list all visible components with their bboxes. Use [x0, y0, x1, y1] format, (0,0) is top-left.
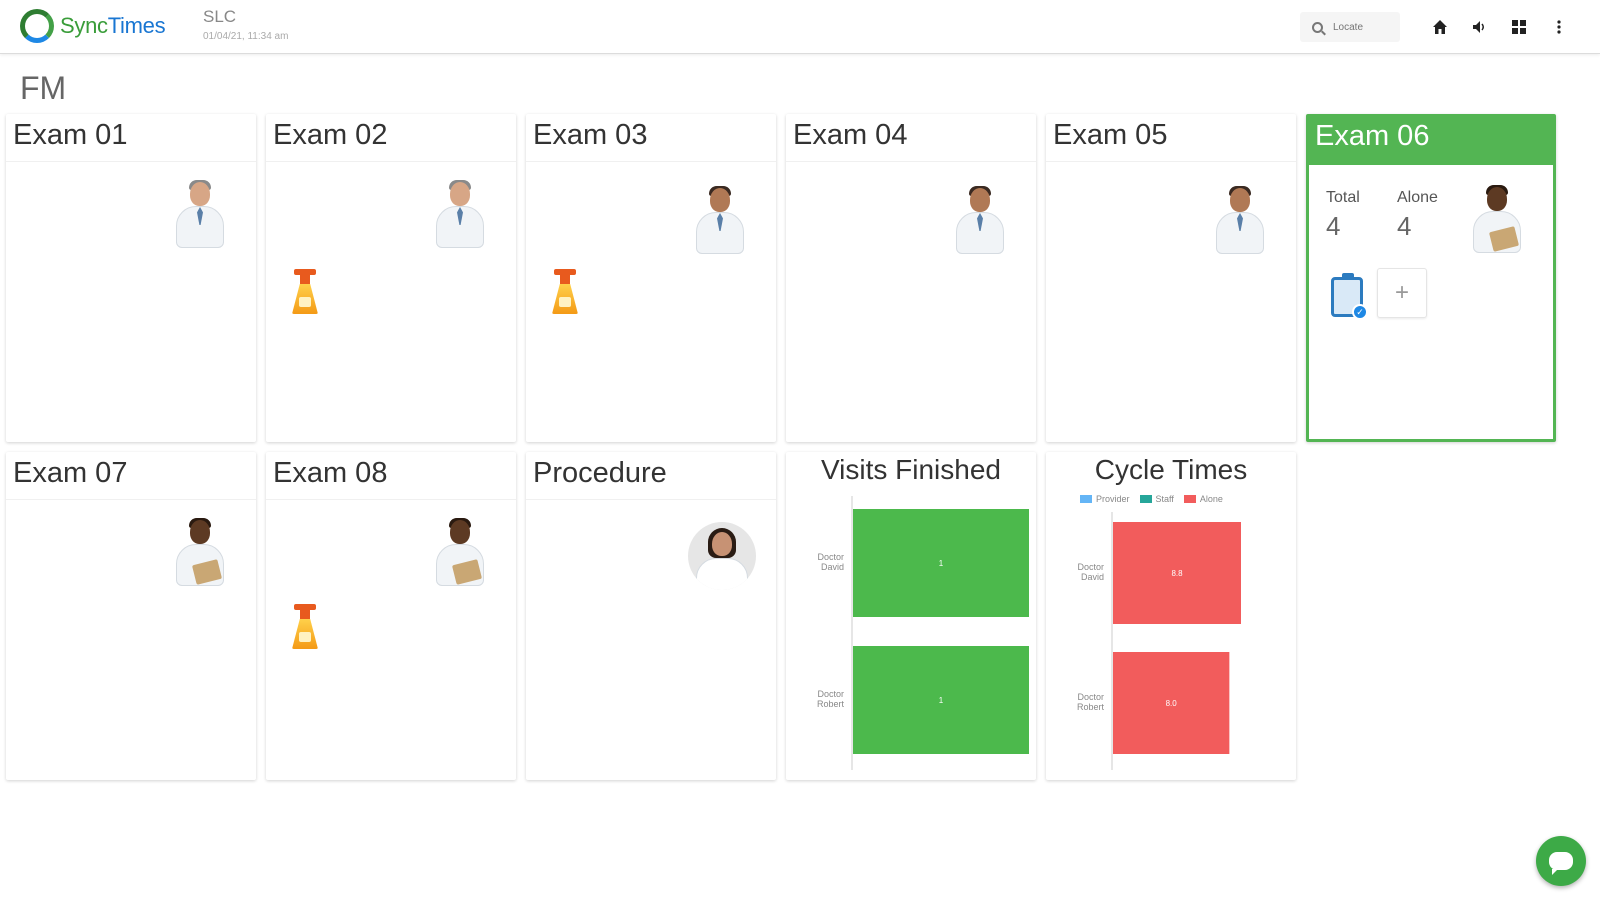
room-title: Exam 02: [266, 114, 516, 162]
grid-icon[interactable]: [1508, 16, 1530, 38]
locate-search[interactable]: [1300, 12, 1400, 42]
alone-value: 4: [1397, 211, 1412, 241]
room-title: Procedure: [526, 452, 776, 500]
chat-button[interactable]: [1536, 836, 1586, 886]
cleaning-spray-icon[interactable]: [550, 269, 580, 315]
chart-title: Cycle Times: [1094, 454, 1248, 485]
top-bar: SyncTimes SLC 01/04/21, 11:34 am: [0, 0, 1600, 54]
synctimes-logo[interactable]: SyncTimes: [20, 8, 166, 44]
bar-doctor-david[interactable]: [853, 509, 1029, 617]
room-card-exam-03[interactable]: Exam 03: [526, 114, 776, 442]
total-value: 4: [1326, 211, 1341, 241]
cleaning-spray-icon[interactable]: [290, 604, 320, 650]
site-info: SLC 01/04/21, 11:34 am: [203, 7, 288, 42]
volume-icon[interactable]: [1468, 16, 1490, 38]
room-title: Exam 07: [6, 452, 256, 500]
bar-doctor-robert[interactable]: [1113, 652, 1230, 754]
site-timestamp: 01/04/21, 11:34 am: [203, 31, 289, 42]
alone-label: Alone: [1397, 189, 1438, 206]
room-card-exam-07[interactable]: Exam 07: [6, 452, 256, 780]
data-label: 8.8: [1171, 569, 1183, 578]
doctor-avatar-icon[interactable]: [1212, 186, 1268, 256]
category-label: Doctor: [817, 689, 844, 699]
add-status-button[interactable]: +: [1377, 268, 1427, 318]
category-label: Doctor: [1077, 562, 1104, 572]
chart-title: Visits Finished: [820, 454, 1001, 485]
room-card-exam-02[interactable]: Exam 02: [266, 114, 516, 442]
room-card-exam-06[interactable]: Exam 06 Total 4 Alone 4 ✓ +: [1306, 114, 1556, 442]
patient-avatar-icon[interactable]: [432, 518, 488, 588]
room-title: Exam 05: [1046, 114, 1296, 162]
doctor-avatar-icon[interactable]: [432, 180, 488, 250]
more-vert-icon[interactable]: [1548, 16, 1570, 38]
bar-doctor-robert[interactable]: [853, 646, 1029, 754]
doctor-avatar-icon[interactable]: [952, 186, 1008, 256]
bar-doctor-david[interactable]: [1113, 522, 1241, 624]
doctor-avatar-icon[interactable]: [172, 180, 228, 250]
room-title: Exam 03: [526, 114, 776, 162]
category-label: Robert: [1077, 702, 1105, 712]
checked-clipboard-icon[interactable]: ✓: [1331, 273, 1368, 320]
room-title: Exam 01: [6, 114, 256, 162]
logo-ring-icon: [20, 9, 54, 43]
cycle-times-card: Cycle Times Provider Staff Alone Doctor D…: [1046, 452, 1296, 780]
patient-avatar-icon[interactable]: [172, 518, 228, 588]
cleaning-spray-icon[interactable]: [290, 269, 320, 315]
legend-item-alone[interactable]: Alone: [1183, 494, 1223, 504]
room-card-exam-08[interactable]: Exam 08: [266, 452, 516, 780]
room-title: Exam 04: [786, 114, 1036, 162]
patient-avatar-icon[interactable]: [1469, 185, 1525, 255]
room-card-exam-05[interactable]: Exam 05: [1046, 114, 1296, 442]
nurse-avatar-icon[interactable]: [688, 522, 756, 590]
data-label: 1: [939, 696, 944, 705]
legend-item-staff[interactable]: Staff: [1139, 494, 1174, 504]
data-label: 8.0: [1166, 699, 1178, 708]
category-label: David: [821, 562, 844, 572]
search-icon: [1312, 21, 1323, 33]
category-label: Doctor: [817, 552, 844, 562]
room-title: Exam 06: [1309, 117, 1553, 165]
locate-input[interactable]: [1333, 21, 1393, 33]
visits-finished-card: Visits Finished Doctor David 1 Doctor Robert…: [786, 452, 1036, 780]
logo-text: SyncTimes: [60, 13, 166, 38]
home-icon[interactable]: [1429, 16, 1451, 38]
category-label: Doctor: [1077, 692, 1104, 702]
chart-legend: Provider Staff Alone: [1080, 494, 1223, 504]
room-card-exam-01[interactable]: Exam 01: [6, 114, 256, 442]
site-name: SLC: [203, 7, 237, 26]
room-title: Exam 08: [266, 452, 516, 500]
room-card-procedure[interactable]: Procedure: [526, 452, 776, 780]
chat-bubble-icon: [1549, 852, 1573, 875]
area-title: FM: [20, 70, 67, 106]
doctor-avatar-icon[interactable]: [692, 186, 748, 256]
category-label: David: [1081, 572, 1104, 582]
total-label: Total: [1326, 189, 1360, 206]
category-label: Robert: [817, 699, 845, 709]
data-label: 1: [939, 559, 944, 568]
legend-item-provider[interactable]: Provider: [1080, 494, 1130, 504]
room-card-exam-04[interactable]: Exam 04: [786, 114, 1036, 442]
